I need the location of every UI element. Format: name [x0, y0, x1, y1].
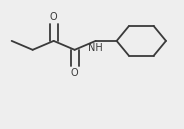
Text: NH: NH: [88, 43, 103, 53]
Text: O: O: [50, 12, 57, 22]
Text: O: O: [71, 68, 78, 78]
